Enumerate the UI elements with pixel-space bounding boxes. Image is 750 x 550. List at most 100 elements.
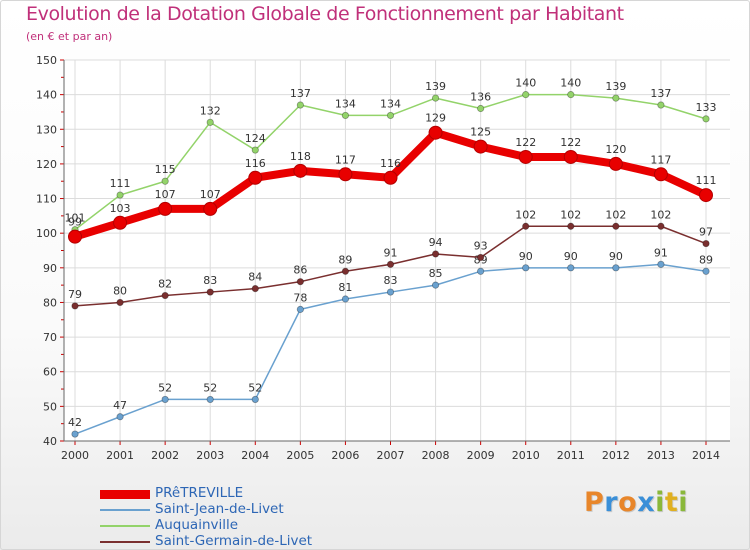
data-label: 111 [110, 177, 131, 190]
data-label: 129 [425, 112, 446, 125]
data-point [699, 188, 713, 203]
data-point [68, 229, 82, 244]
legend-swatch [100, 490, 150, 499]
data-point [567, 264, 575, 272]
y-tick-label: 100 [36, 227, 57, 240]
legend-swatch [100, 509, 150, 511]
data-label: 91 [384, 246, 398, 259]
data-point [612, 222, 620, 230]
x-tick-label: 2001 [106, 449, 134, 462]
chart-subtitle: (en € et par an) [26, 30, 113, 43]
data-label: 81 [338, 281, 352, 294]
data-label: 136 [470, 90, 491, 103]
data-label: 94 [429, 236, 443, 249]
data-label: 101 [65, 212, 86, 225]
data-point [251, 395, 259, 404]
data-label: 102 [650, 208, 671, 221]
data-label: 52 [203, 381, 217, 394]
data-point [702, 239, 710, 248]
data-label: 137 [650, 87, 671, 100]
data-point [657, 222, 665, 230]
data-point [206, 288, 214, 296]
y-tick-label: 80 [43, 296, 57, 309]
x-tick-label: 2009 [467, 449, 495, 462]
y-tick-label: 120 [36, 158, 57, 171]
data-label: 90 [609, 250, 623, 263]
y-tick-label: 50 [43, 400, 57, 413]
data-label: 103 [110, 202, 131, 215]
data-label: 89 [699, 253, 713, 266]
x-tick-label: 2014 [692, 449, 720, 462]
x-tick-label: 2002 [151, 449, 179, 462]
legend-swatch [100, 541, 150, 543]
data-point [608, 156, 623, 171]
data-label: 118 [290, 150, 311, 163]
data-point [657, 101, 665, 109]
data-label: 84 [248, 271, 262, 284]
data-label: 102 [515, 208, 536, 221]
data-label: 107 [200, 188, 221, 201]
data-label: 111 [696, 174, 717, 187]
data-label: 86 [293, 264, 307, 277]
y-tick-label: 70 [43, 331, 57, 344]
data-label: 134 [335, 97, 356, 110]
x-tick-label: 2012 [602, 449, 630, 462]
data-point [116, 413, 124, 421]
series-0: 99 103 107 107 116 118 117 116 129 125 122 122 120 11… [68, 112, 717, 244]
x-tick-label: 2006 [331, 449, 359, 462]
data-label: 83 [384, 274, 398, 287]
chart-title: Evolution de la Dotation Globale de Fonc… [26, 3, 624, 25]
data-label: 91 [654, 246, 668, 259]
data-point [161, 395, 169, 404]
series-2: 101 111 115 132 124 137 134 134 139 136 140 140 139 1… [65, 77, 717, 234]
data-point [251, 146, 259, 154]
data-point [206, 118, 214, 126]
series-3: 79 80 82 83 84 86 89 91 94 93 102 102 102 102 97 [68, 208, 713, 310]
data-point [428, 125, 443, 140]
data-point [653, 167, 668, 182]
data-point [386, 288, 395, 296]
proxiti-logo: Proxiti [584, 487, 689, 518]
x-tick-label: 2011 [557, 449, 585, 462]
data-label: 89 [338, 253, 352, 266]
data-label: 115 [155, 163, 176, 176]
data-point [71, 302, 79, 310]
y-tick-label: 90 [43, 262, 57, 275]
data-point [431, 94, 440, 102]
data-label: 93 [474, 239, 488, 252]
data-point [341, 267, 350, 275]
y-tick-label: 150 [36, 54, 57, 67]
data-label: 99 [68, 216, 82, 229]
data-label: 140 [515, 77, 536, 90]
data-point [657, 260, 665, 268]
data-label: 116 [245, 157, 266, 170]
data-point [567, 91, 575, 99]
data-label: 139 [605, 80, 626, 93]
y-tick-label: 60 [43, 366, 57, 379]
data-label: 102 [605, 208, 626, 221]
data-point [612, 264, 620, 272]
plot-area [64, 60, 730, 441]
data-label: 52 [158, 381, 172, 394]
data-label: 133 [696, 101, 717, 114]
line-chart: 40 50 60 70 80 90 100 110 120 130 140 150 2000 2001 20… [36, 54, 730, 462]
data-point [296, 278, 304, 286]
data-point [383, 170, 398, 185]
data-label: 134 [380, 97, 401, 110]
data-point [386, 260, 395, 268]
x-tick-label: 2003 [196, 449, 224, 462]
series-1: 42 47 52 52 52 78 81 83 85 89 90 90 90 91 89 [68, 246, 713, 438]
data-point [563, 149, 578, 164]
data-point [248, 170, 263, 185]
data-point [522, 264, 530, 272]
data-label: 42 [68, 416, 82, 429]
data-label: 52 [248, 381, 262, 394]
data-label: 117 [650, 153, 671, 166]
x-tick-label: 2010 [512, 449, 540, 462]
data-point [341, 111, 350, 120]
data-label: 117 [335, 153, 356, 166]
x-tick-label: 2007 [377, 449, 405, 462]
data-label: 122 [515, 136, 536, 149]
data-point [203, 201, 218, 216]
data-point [158, 201, 173, 216]
